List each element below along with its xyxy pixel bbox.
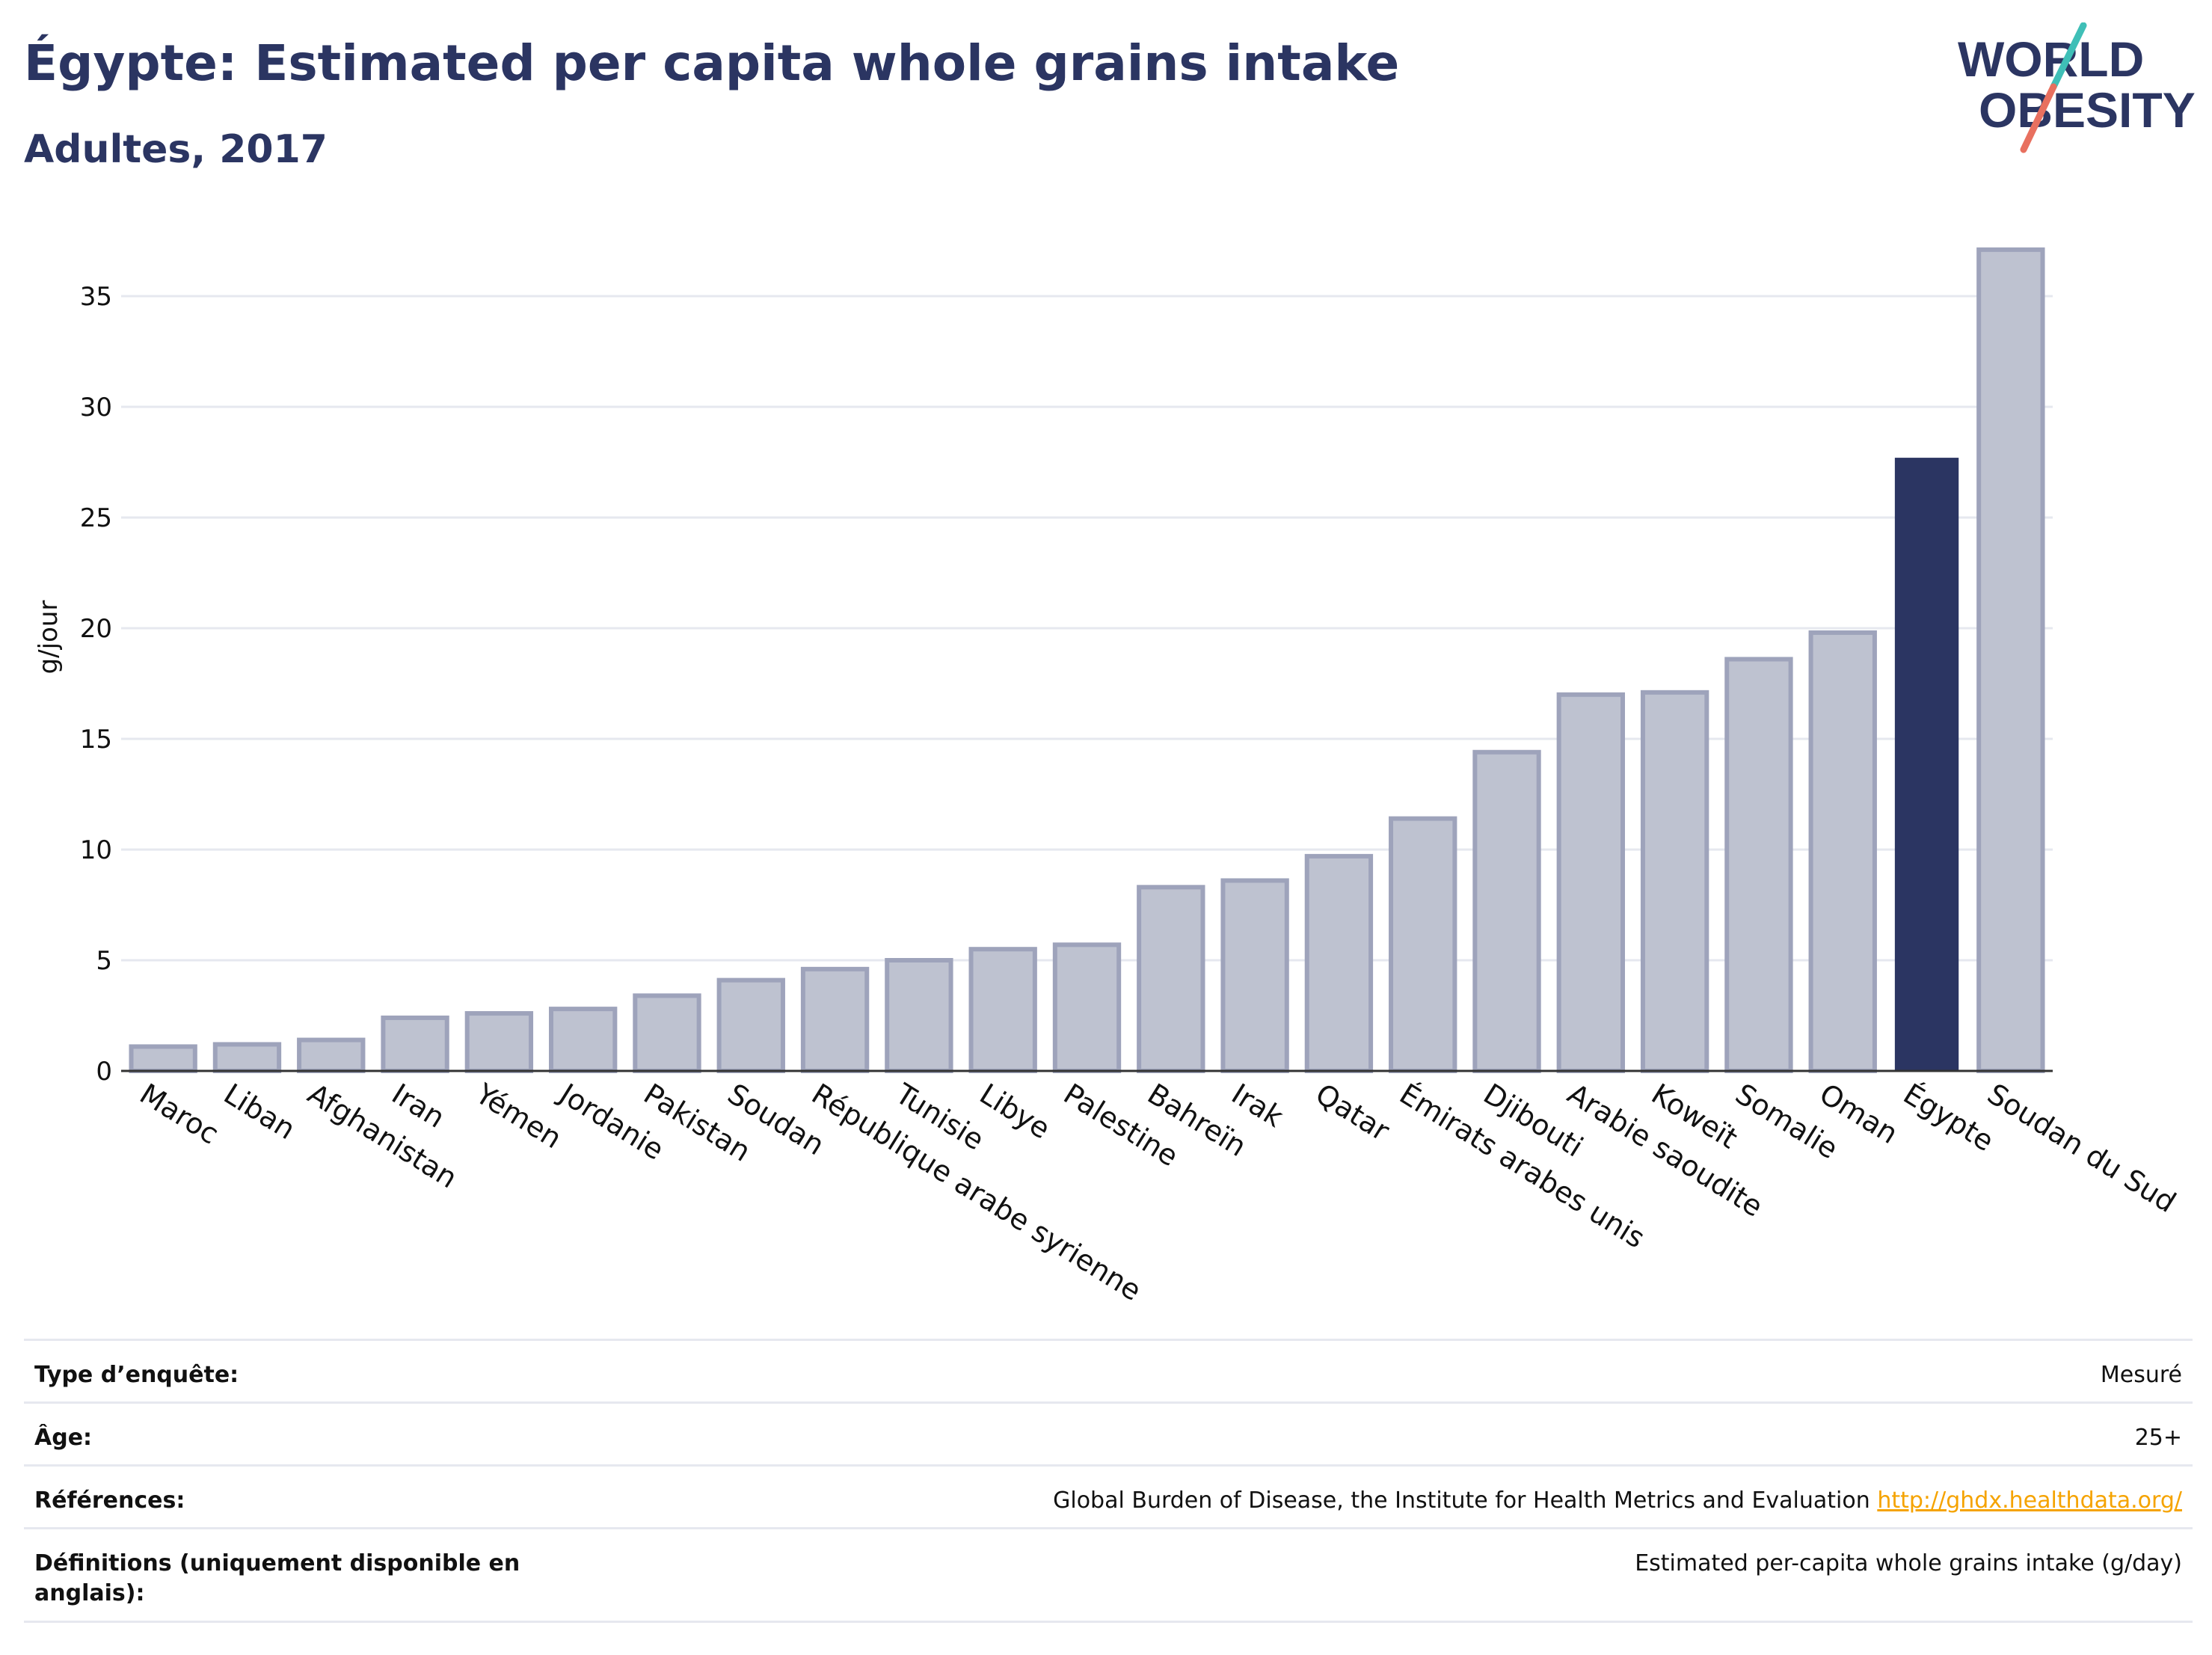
- y-tick-label: 5: [96, 946, 112, 976]
- x-tick-label: Soudan du Sud: [1982, 1077, 2181, 1219]
- bar: [968, 947, 1037, 1073]
- y-tick-label: 0: [96, 1057, 112, 1087]
- y-tick-label: 25: [80, 503, 112, 533]
- bar: [1304, 853, 1374, 1073]
- x-tick-label: Maroc: [134, 1077, 224, 1150]
- bar: [381, 1015, 449, 1073]
- bar: [1220, 878, 1289, 1073]
- x-tick-label: Libye: [974, 1077, 1056, 1145]
- y-tick-label: 10: [80, 835, 112, 865]
- age-value: 25+: [2134, 1425, 2182, 1451]
- bar: [1389, 816, 1457, 1074]
- chart-subtitle: Adultes, 2017: [24, 127, 328, 172]
- metadata-table: Type d’enquête: Mesuré Âge: 25+ Référenc…: [24, 1339, 2193, 1623]
- bar: [1052, 942, 1122, 1074]
- logo-slash-teal: [2050, 22, 2087, 90]
- bar: [297, 1037, 366, 1074]
- logo-slash-coral: [2020, 83, 2057, 153]
- x-tick-label: Yémen: [470, 1077, 568, 1155]
- references-label: Références:: [34, 1487, 185, 1514]
- meta-row-survey-type: Type d’enquête: Mesuré: [24, 1339, 2193, 1401]
- survey-type-label: Type d’enquête:: [34, 1362, 239, 1388]
- age-label: Âge:: [34, 1425, 93, 1451]
- y-tick-label: 35: [80, 282, 112, 312]
- meta-row-age: Âge: 25+: [24, 1401, 2193, 1464]
- definitions-label: Définitions (uniquement disponible en an…: [34, 1550, 520, 1606]
- bar: [129, 1044, 197, 1073]
- x-tick-label: Égypte: [1898, 1077, 2000, 1158]
- bar: [464, 1011, 534, 1074]
- chart-title: Égypte: Estimated per capita whole grain…: [24, 34, 1400, 92]
- y-tick-label: 20: [80, 614, 112, 644]
- bar: [1640, 690, 1709, 1074]
- bar: [716, 977, 785, 1074]
- meta-row-definitions: Définitions (uniquement disponible en an…: [24, 1527, 2193, 1623]
- logo-word-world: WORLD: [1958, 31, 2144, 87]
- references-value: Global Burden of Disease, the Institute …: [1053, 1486, 2182, 1516]
- world-obesity-logo: WORLD OBESITY: [1958, 22, 2196, 153]
- bar: [1724, 657, 1793, 1073]
- bar: [885, 958, 953, 1073]
- bars: [129, 247, 2045, 1074]
- logo-word-obesity: OBESITY: [1979, 82, 2196, 138]
- references-text: Global Burden of Disease, the Institute …: [1053, 1487, 1870, 1514]
- y-axis-label: g/jour: [34, 601, 64, 675]
- survey-type-value: Mesuré: [2100, 1362, 2182, 1388]
- definitions-value: Estimated per-capita whole grains intake…: [1635, 1550, 2182, 1576]
- y-tick-label: 15: [80, 725, 112, 755]
- bar: [212, 1042, 282, 1073]
- bar: [633, 993, 701, 1073]
- references-link[interactable]: http://ghdx.healthdata.org/: [1877, 1487, 2182, 1514]
- bar: [800, 966, 870, 1073]
- x-tick-label: Qatar: [1310, 1077, 1395, 1147]
- y-tick-label: 30: [80, 393, 112, 423]
- x-tick-label: Liban: [218, 1077, 301, 1146]
- bar: [1894, 458, 1959, 1071]
- x-tick-label: Afghanistan: [302, 1077, 463, 1194]
- bar: [1472, 749, 1541, 1073]
- meta-row-references: Références: Global Burden of Disease, th…: [24, 1464, 2193, 1527]
- bar: [1556, 692, 1626, 1073]
- bar: [548, 1007, 618, 1073]
- bar: [1137, 885, 1205, 1073]
- bar: [1976, 247, 2045, 1074]
- bar: [1808, 630, 1877, 1073]
